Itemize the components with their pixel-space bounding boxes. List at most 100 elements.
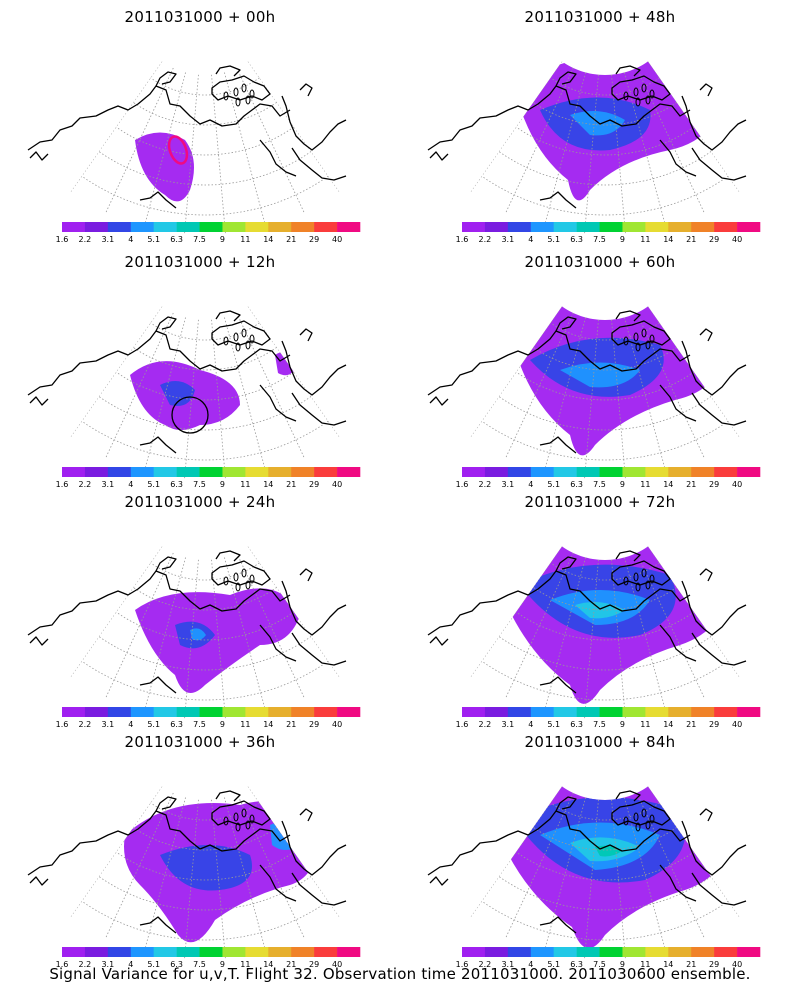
colorbar-label: 40 bbox=[332, 480, 342, 489]
colorbar-label: 21 bbox=[686, 960, 696, 969]
coastline bbox=[659, 384, 697, 422]
coastline bbox=[27, 85, 291, 151]
colorbar-swatch bbox=[153, 467, 177, 477]
map-panel: 2011031000 + 36h 1.6 2.2 3.1 4 5.1 6.3 7.5 9 11 14… bbox=[0, 725, 400, 969]
colorbar-label: 14 bbox=[263, 720, 273, 729]
coastline bbox=[555, 316, 577, 332]
coastline bbox=[539, 676, 577, 694]
colorbar-swatch bbox=[84, 707, 109, 717]
colorbar-swatch bbox=[62, 467, 86, 477]
colorbar-swatch bbox=[553, 467, 577, 477]
variance-map bbox=[427, 546, 747, 720]
colorbar-label: 4 bbox=[128, 720, 133, 729]
colorbar-swatch bbox=[645, 467, 669, 477]
coastline bbox=[611, 560, 671, 586]
colorbar-label: 9 bbox=[220, 720, 225, 729]
colorbar-swatch bbox=[107, 467, 132, 477]
colorbar-label: 4 bbox=[128, 480, 133, 489]
coastline bbox=[681, 340, 747, 396]
coastline bbox=[215, 550, 241, 562]
coastline bbox=[27, 330, 291, 396]
colorbar-label: 21 bbox=[286, 235, 296, 244]
map-field bbox=[70, 306, 340, 480]
coastline bbox=[691, 392, 747, 426]
colorbar-label: 2.2 bbox=[79, 480, 92, 489]
colorbar-label: 9 bbox=[220, 480, 225, 489]
colorbar-label: 5.1 bbox=[147, 235, 160, 244]
colorbar-label: 11 bbox=[240, 960, 250, 969]
coastline bbox=[615, 310, 641, 322]
colorbar-swatch bbox=[737, 947, 761, 957]
colorbar-label: 21 bbox=[286, 480, 296, 489]
colorbar-label: 14 bbox=[663, 480, 673, 489]
colorbar-swatch bbox=[268, 947, 292, 957]
map-panel: 2011031000 + 24h 1.6 2.2 3.1 4 5.1 6.3 7.5 9 11 14… bbox=[0, 485, 400, 729]
colorbar-swatch bbox=[130, 707, 154, 717]
colorbar-swatch bbox=[622, 467, 646, 477]
colorbar-swatch bbox=[107, 707, 132, 717]
colorbar-label: 6.3 bbox=[570, 480, 583, 489]
coastline bbox=[659, 864, 697, 902]
colorbar-swatch bbox=[268, 222, 292, 232]
colorbar-swatch bbox=[530, 222, 554, 232]
coastline bbox=[691, 147, 747, 181]
coastline bbox=[615, 790, 641, 802]
map-field bbox=[470, 61, 740, 235]
panel-title: 2011031000 + 36h bbox=[124, 733, 276, 751]
coastline bbox=[299, 83, 313, 97]
coastline bbox=[427, 85, 691, 151]
colorbar-label: 21 bbox=[686, 720, 696, 729]
map-field bbox=[470, 786, 740, 960]
colorbar-swatch bbox=[737, 222, 761, 232]
colorbar-swatch bbox=[314, 707, 338, 717]
colorbar-swatch bbox=[622, 707, 646, 717]
map-field bbox=[470, 306, 740, 480]
colorbar-swatch bbox=[62, 222, 86, 232]
colorbar-label: 3.1 bbox=[101, 480, 114, 489]
colorbar-label: 29 bbox=[309, 960, 319, 969]
coastline bbox=[211, 75, 271, 101]
colorbar-swatch bbox=[484, 947, 509, 957]
colorbar-label: 7.5 bbox=[593, 480, 606, 489]
coastline bbox=[29, 636, 49, 646]
map-field bbox=[70, 786, 340, 960]
colorbar: 1.6 2.2 3.1 4 5.1 6.3 7.5 9 11 14 21 29 40 bbox=[456, 222, 761, 244]
colorbar-label: 2.2 bbox=[79, 235, 92, 244]
colorbar-swatch bbox=[462, 707, 486, 717]
figure-caption: Signal Variance for u,v,T. Flight 32. Ob… bbox=[49, 965, 751, 983]
variance-map bbox=[27, 61, 347, 235]
colorbar-label: 11 bbox=[640, 480, 650, 489]
colorbar-label: 5.1 bbox=[147, 720, 160, 729]
map-panel: 2011031000 + 60h 1.6 2.2 3.1 4 5.1 6.3 7.5 9 11 14… bbox=[400, 245, 800, 489]
coastline bbox=[155, 556, 177, 572]
colorbar-swatch bbox=[507, 707, 532, 717]
coastline bbox=[291, 147, 347, 181]
coastline bbox=[699, 328, 713, 342]
colorbar-swatch bbox=[222, 222, 246, 232]
coastline bbox=[611, 320, 671, 346]
colorbar-label: 1.6 bbox=[456, 480, 469, 489]
coastline bbox=[155, 796, 177, 812]
colorbar-swatch bbox=[130, 947, 154, 957]
colorbar-swatch bbox=[107, 222, 132, 232]
coastline bbox=[27, 810, 291, 876]
colorbar-swatch bbox=[314, 222, 338, 232]
colorbar-swatch bbox=[337, 707, 361, 717]
colorbar-label: 29 bbox=[309, 480, 319, 489]
coastline bbox=[215, 310, 241, 322]
coastline bbox=[615, 65, 641, 77]
colorbar-label: 9 bbox=[620, 720, 625, 729]
colorbar-swatch bbox=[576, 467, 600, 477]
colorbar-label: 29 bbox=[309, 235, 319, 244]
coastline bbox=[139, 191, 177, 209]
colorbar-swatch bbox=[714, 707, 738, 717]
colorbar-label: 5.1 bbox=[547, 960, 560, 969]
colorbar-swatch bbox=[599, 707, 623, 717]
colorbar-swatch bbox=[314, 947, 338, 957]
coastline bbox=[429, 636, 449, 646]
colorbar-swatch bbox=[337, 467, 361, 477]
colorbar-label: 4 bbox=[528, 960, 533, 969]
colorbar-label: 7.5 bbox=[193, 960, 206, 969]
colorbar-label: 14 bbox=[663, 235, 673, 244]
colorbar-swatch bbox=[668, 707, 692, 717]
